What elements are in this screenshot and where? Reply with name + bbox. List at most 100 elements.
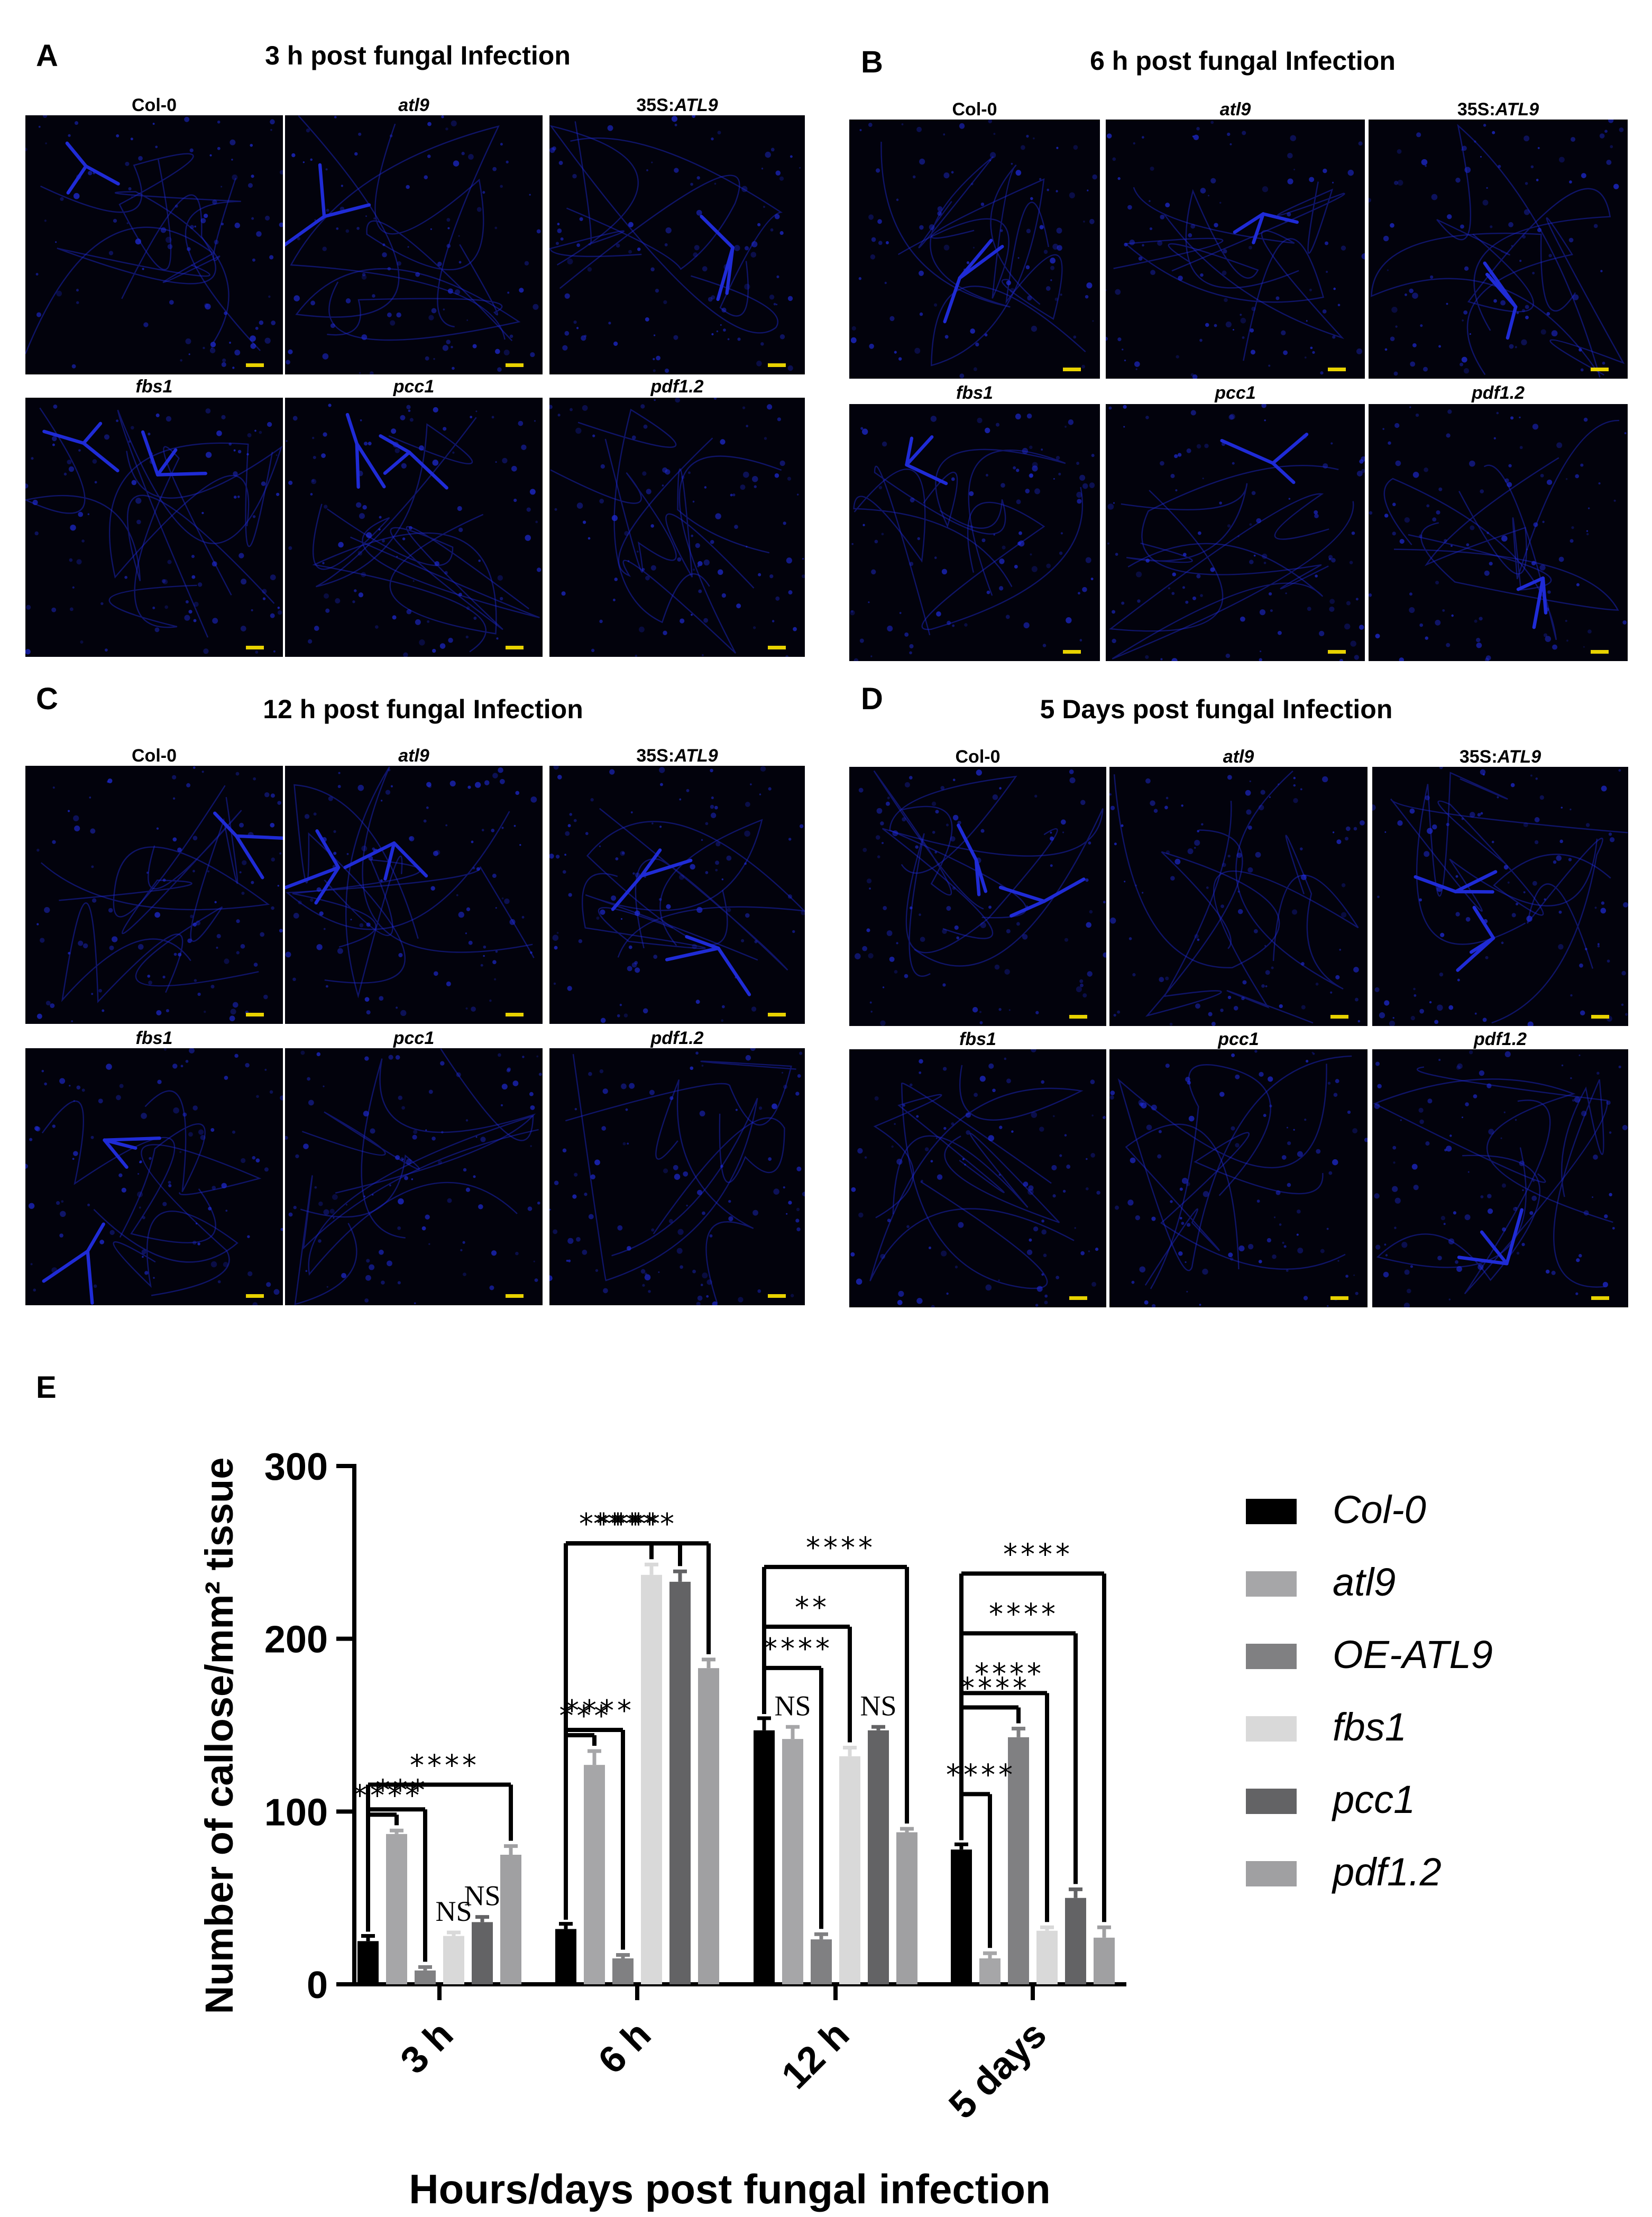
micrograph-label: 35S:ATL9 <box>636 95 718 115</box>
significance-label: **** <box>989 1597 1059 1630</box>
panel-letter-d: D <box>861 682 883 716</box>
fluorescence-micrograph <box>849 1049 1106 1307</box>
significance-label: **** <box>410 1749 480 1782</box>
bar <box>1094 1937 1115 1984</box>
panel-title-c: 12 h post fungal Infection <box>263 694 583 724</box>
y-tick-label: 100 <box>264 1791 328 1834</box>
scale-bar <box>768 1294 786 1298</box>
legend-label: OE-ATL9 <box>1333 1633 1493 1677</box>
significance-label: **** <box>565 1694 635 1727</box>
scale-bar <box>1591 1015 1609 1019</box>
micrograph-label: atl9 <box>398 746 429 766</box>
fluorescence-micrograph <box>25 1048 283 1305</box>
legend-swatch <box>1246 1789 1297 1814</box>
fluorescence-micrograph <box>1372 767 1628 1026</box>
fluorescence-micrograph <box>549 115 805 374</box>
fluorescence-micrograph <box>1369 404 1628 661</box>
micrograph-label: fbs1 <box>135 1028 173 1048</box>
fluorescence-micrograph <box>1369 120 1628 379</box>
fluorescence-micrograph <box>549 398 805 657</box>
fluorescence-micrograph <box>25 398 283 657</box>
significance-label: **** <box>946 1758 1016 1791</box>
bar <box>669 1581 691 1984</box>
panel-title-a: 3 h post fungal Infection <box>265 41 571 70</box>
bar <box>555 1929 576 1984</box>
legend-label: atl9 <box>1333 1560 1396 1604</box>
micrograph-label: atl9 <box>1223 747 1254 767</box>
legend-swatch <box>1246 1644 1297 1669</box>
scale-bar <box>1330 1015 1348 1019</box>
significance-label: NS <box>860 1690 896 1721</box>
scale-bar <box>1330 1296 1348 1300</box>
bar <box>811 1939 832 1984</box>
bar <box>839 1756 860 1984</box>
legend-label: fbs1 <box>1333 1705 1407 1749</box>
bar <box>951 1849 972 1984</box>
bar <box>979 1958 1001 1984</box>
scale-bar <box>1069 1015 1087 1019</box>
panel-letter-c: C <box>36 682 58 716</box>
callose-bar-chart: 0 100 200 300 Number of callose/mm² tissue 3 … <box>197 1446 1126 2212</box>
panel-letter-b: B <box>861 45 883 79</box>
fluorescence-micrograph <box>285 115 543 374</box>
micrograph-label: pdf1.2 <box>650 377 704 397</box>
bar <box>500 1855 521 1984</box>
bar <box>1065 1898 1086 1984</box>
scale-bar <box>506 1013 524 1016</box>
significance-label: **** <box>806 1531 876 1564</box>
scale-bar <box>768 363 786 367</box>
micrograph-label: pcc1 <box>393 1028 435 1048</box>
significance-label: **** <box>1003 1537 1073 1571</box>
fluorescence-micrograph <box>1109 767 1368 1026</box>
significance-label: **** <box>960 1672 1030 1705</box>
y-axis-title: Number of callose/mm² tissue <box>197 1458 241 2014</box>
bar <box>698 1668 719 1984</box>
scale-bar <box>768 1013 786 1016</box>
fluorescence-micrograph <box>285 398 543 657</box>
micrograph-label: Col-0 <box>132 746 177 766</box>
micrograph-label: Col-0 <box>132 95 177 115</box>
fluorescence-micrograph <box>549 766 805 1024</box>
scale-bar <box>1328 650 1346 654</box>
scale-bar <box>1591 650 1609 654</box>
significance-label: NS <box>774 1690 811 1721</box>
bar <box>472 1922 493 1984</box>
bar <box>357 1941 379 1984</box>
scale-bar <box>1591 368 1609 371</box>
significance-label: ** <box>795 1591 830 1624</box>
scale-bar <box>506 1294 524 1298</box>
micrograph-label: atl9 <box>1219 99 1251 120</box>
scale-bar <box>246 646 264 649</box>
fluorescence-micrograph <box>849 404 1100 661</box>
scale-bar <box>1063 368 1081 371</box>
micrograph-label: atl9 <box>398 95 429 115</box>
scale-bar <box>506 363 524 367</box>
bar <box>415 1970 436 1984</box>
panel-letter-a: A <box>36 39 58 73</box>
fluorescence-micrograph <box>1372 1049 1628 1307</box>
x-tick-label: 5 days <box>941 2013 1054 2127</box>
bar <box>641 1574 662 1984</box>
x-tick-label: 3 h <box>392 2013 461 2082</box>
fluorescence-micrograph <box>25 766 283 1024</box>
bar <box>754 1730 775 1984</box>
bar <box>443 1936 464 1984</box>
significance-label: **** <box>593 1507 663 1541</box>
micrograph-label: pdf1.2 <box>650 1028 704 1048</box>
micrograph-label: pcc1 <box>1218 1029 1259 1049</box>
significance-label: NS <box>464 1880 500 1912</box>
micrograph-label: pcc1 <box>393 377 435 397</box>
panel-letter-e: E <box>36 1370 57 1405</box>
fluorescence-micrograph <box>285 1048 543 1305</box>
y-tick-label: 200 <box>264 1619 328 1661</box>
legend-swatch <box>1246 1571 1297 1597</box>
fluorescence-micrograph <box>1106 404 1365 661</box>
scale-bar <box>1063 650 1081 654</box>
x-axis-title: Hours/days post fungal infection <box>409 2166 1050 2212</box>
micrograph-label: Col-0 <box>955 747 1001 767</box>
fluorescence-micrograph <box>549 1048 805 1305</box>
micrograph-label: pdf1.2 <box>1473 1029 1527 1049</box>
fluorescence-micrograph <box>25 115 283 374</box>
bar <box>896 1832 917 1984</box>
scale-bar <box>246 1294 264 1298</box>
